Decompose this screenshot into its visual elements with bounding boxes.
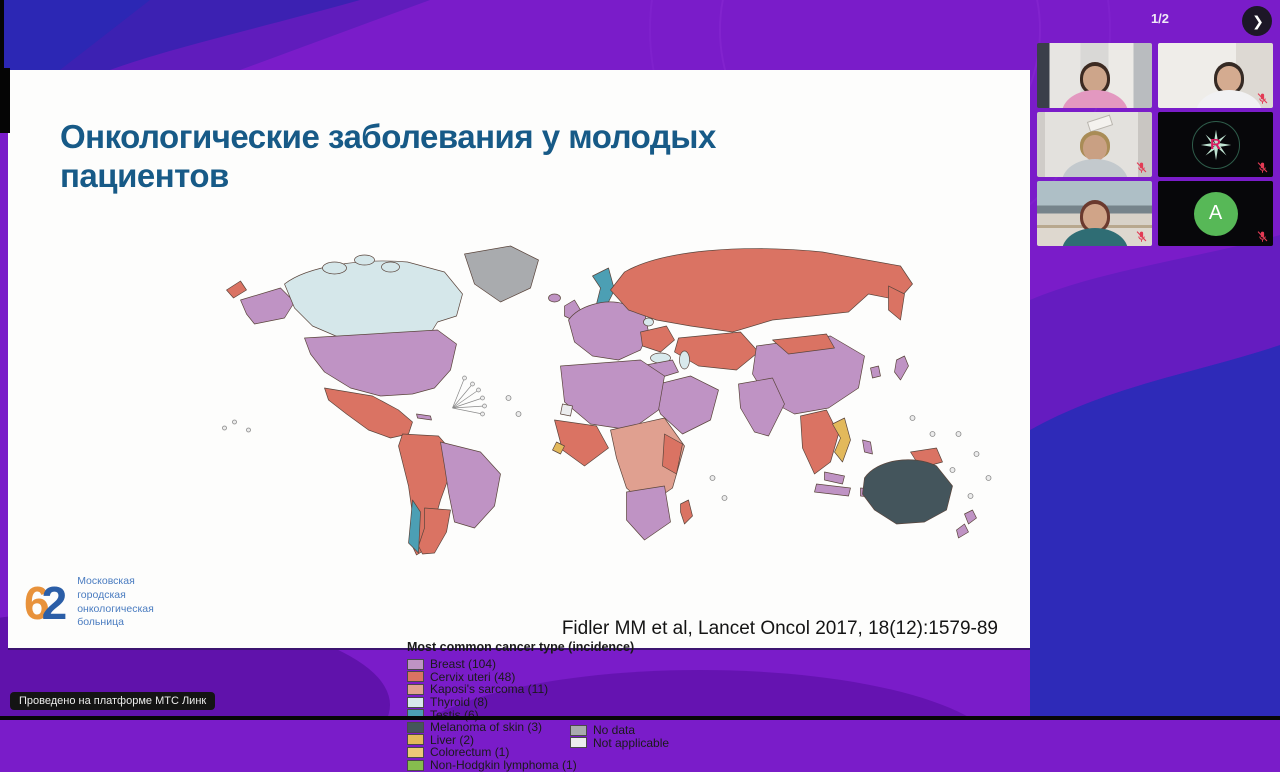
logo-org-name: Московская городская онкологическая боль… [77,575,154,629]
slide-citation: Fidler MM et al, Lancet Oncol 2017, 18(1… [561,618,998,639]
mic-muted-icon [1257,162,1268,173]
avatar-letter: A [1208,202,1223,224]
participant-avatar[interactable]: A [1158,181,1273,246]
legend-item: No data [570,723,669,737]
hospital-logo: 6 2 Московская городская онкологическая … [24,575,154,630]
legend-item: Thyroid (8) [407,695,837,709]
participant-video-2[interactable] [1158,43,1273,108]
map-legend: Most common cancer type (incidence) Brea… [407,640,837,772]
legend-item: Not applicable [570,736,669,750]
person-silhouette [1190,62,1268,108]
legend-item: Breast (104) [407,657,837,671]
legend-extra: No data Not applicable [570,723,669,750]
legend-item: Cervix uteri (48) [407,670,837,684]
next-page-button[interactable]: ❯ [1242,6,1272,36]
presentation-slide: Онкологические заболевания у молодых пац… [8,70,1030,772]
legend-swatch [407,721,424,733]
legend-item: Kaposi's sarcoma (11) [407,682,837,696]
emblem-letter: R [1210,136,1221,153]
letterbox-bar [0,0,4,133]
mic-muted-icon [1257,93,1268,104]
participant-video-3[interactable] [1037,112,1152,177]
legend-swatch [407,696,424,708]
society-emblem: R [1191,120,1240,169]
participant-video-1[interactable] [1037,43,1152,108]
legend-item: Non-Hodgkin lymphoma (1) [407,758,837,772]
mic-muted-icon [1136,231,1147,242]
page-indicator: 1/2 [1150,11,1170,26]
legend-swatch [407,759,424,771]
person-silhouette [1056,62,1134,108]
legend-swatch [407,746,424,758]
world-cancer-map: Most common cancer type (incidence) Brea… [210,238,1015,772]
letterbox-bar [0,68,10,133]
participants-grid: R A [1037,43,1273,246]
legend-swatch [407,683,424,695]
ceiling-lamp [1086,114,1113,133]
mic-muted-icon [1136,162,1147,173]
person-silhouette [1056,131,1134,177]
legend-swatch [407,658,424,670]
mic-muted-icon [1257,231,1268,242]
legend-swatch [570,724,587,736]
legend-swatch [407,734,424,746]
person-silhouette [1056,200,1134,246]
platform-badge: Проведено на платформе МТС Линк [10,692,216,710]
chevron-right-icon: ❯ [1252,13,1264,29]
participant-video-4[interactable] [1037,181,1152,246]
legend-title: Most common cancer type (incidence) [407,640,635,654]
legend-swatch [407,671,424,683]
slide-title: Онкологические заболевания у молодых пац… [60,118,716,194]
logo-digit-6: 6 [24,576,49,629]
logo-digit-2: 2 [41,576,68,629]
participant-logo-screen[interactable]: R [1158,112,1273,177]
world-map-svg [222,245,992,556]
legend-swatch [570,737,587,749]
bottom-letterbox [0,716,1280,720]
avatar: A [1193,191,1238,236]
